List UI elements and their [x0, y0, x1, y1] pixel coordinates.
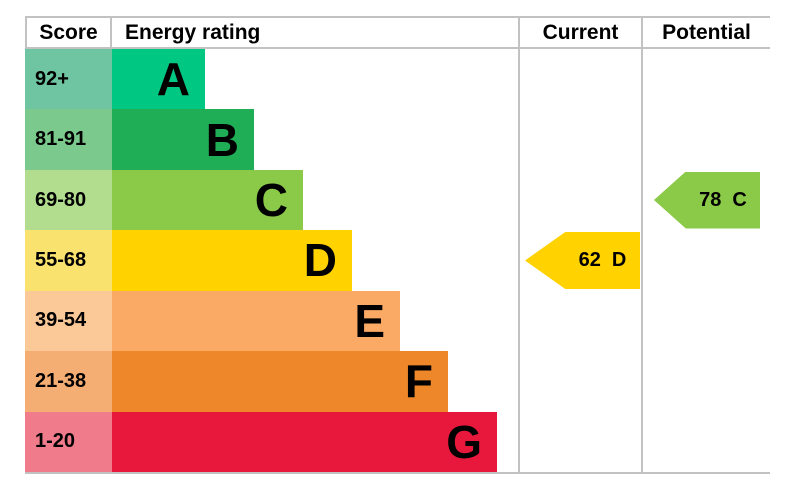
current-cell: [518, 169, 641, 231]
band-row-e: 39-54 E: [25, 290, 770, 352]
band-row-f: 21-38 F: [25, 351, 770, 412]
bar-area-f: F: [112, 351, 518, 412]
band-row-g: 1-20 G: [25, 411, 770, 472]
band-row-a: 92+ A: [25, 49, 770, 110]
column-header-current: Current: [518, 18, 641, 47]
score-range-label: 21-38: [25, 351, 112, 412]
current-rating-arrow: 62 D: [525, 231, 640, 289]
column-header-energy-rating: Energy rating: [125, 20, 261, 44]
bar-area-b: B: [112, 109, 518, 170]
band-row-c: 69-80 C 78 C: [25, 169, 770, 231]
bar-area-a: A: [112, 49, 518, 110]
rating-bar-a: A: [112, 49, 205, 110]
column-header-score: Score: [25, 18, 112, 47]
potential-cell: 78 C: [641, 169, 770, 231]
score-range-label: 55-68: [25, 230, 112, 291]
column-header-potential: Potential: [641, 18, 770, 47]
current-cell: [518, 290, 641, 352]
current-cell: 62 D: [518, 230, 641, 291]
bar-area-g: G: [112, 411, 518, 472]
current-cell: [518, 49, 641, 110]
rating-letter: A: [156, 53, 190, 106]
rating-letter: B: [205, 113, 239, 166]
rating-bar-b: B: [112, 109, 254, 170]
potential-score-letter: C: [732, 189, 747, 212]
potential-rating-arrow: 78 C: [654, 171, 760, 229]
rating-bar-c: C: [112, 169, 303, 231]
score-range-label: 69-80: [25, 169, 112, 231]
rating-bar-e: E: [112, 290, 400, 352]
potential-cell: [641, 290, 770, 352]
potential-cell: [641, 109, 770, 170]
rating-bar-g: G: [112, 411, 497, 472]
rating-letter: E: [354, 294, 385, 347]
current-score-letter: D: [611, 249, 627, 272]
band-rows: 92+ A 81-91 B 69-80 C 78 C 55-68 D 62 D 39-54 E 21-38 F…: [25, 49, 770, 472]
score-range-label: 92+: [25, 49, 112, 110]
bar-area-e: E: [112, 290, 518, 352]
potential-cell: [641, 230, 770, 291]
rating-table: Score Energy rating Current Potential 92…: [25, 16, 770, 474]
rating-letter: F: [404, 355, 433, 408]
rating-letter: C: [254, 174, 288, 227]
rating-bar-d: D: [112, 230, 352, 291]
rating-letter: D: [303, 234, 337, 287]
bar-area-d: D: [112, 230, 518, 291]
potential-cell: [641, 351, 770, 412]
band-row-b: 81-91 B: [25, 109, 770, 170]
current-cell: [518, 351, 641, 412]
current-cell: [518, 109, 641, 170]
table-header-row: Score Energy rating Current Potential: [25, 18, 770, 49]
current-cell: [518, 411, 641, 472]
score-range-label: 39-54: [25, 290, 112, 352]
potential-cell: [641, 411, 770, 472]
band-row-d: 55-68 D 62 D: [25, 230, 770, 291]
potential-score-value: 78: [699, 189, 722, 212]
score-range-label: 1-20: [25, 411, 112, 472]
current-score-value: 62: [578, 249, 601, 272]
potential-cell: [641, 49, 770, 110]
bar-area-c: C: [112, 169, 518, 231]
rating-bar-f: F: [112, 351, 448, 412]
rating-letter: G: [446, 415, 482, 468]
score-range-label: 81-91: [25, 109, 112, 170]
